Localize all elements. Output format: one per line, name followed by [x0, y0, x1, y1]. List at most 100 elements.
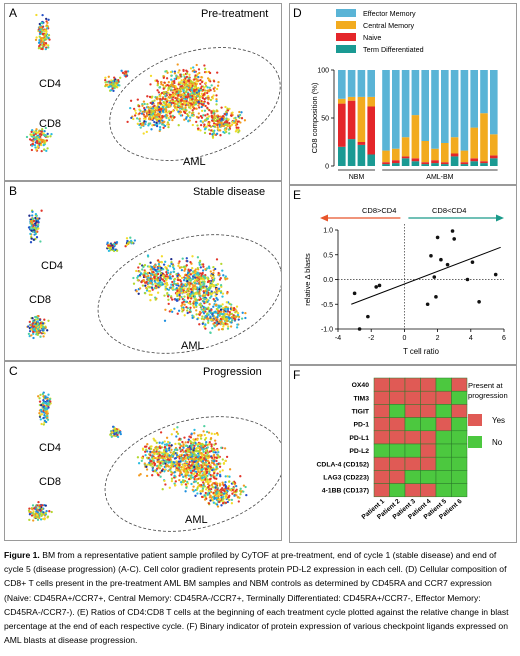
tsne-cell	[138, 119, 141, 123]
tsne-cell	[227, 316, 230, 319]
tsne-cell	[29, 232, 32, 236]
tsne-cell	[134, 109, 137, 112]
tsne-cell	[169, 456, 172, 459]
tsne-cell	[152, 461, 156, 464]
tsne-cell	[198, 450, 201, 453]
tsne-cell	[207, 313, 210, 316]
tsne-cell	[201, 315, 204, 318]
tsne-cell	[192, 449, 195, 452]
tsne-cell	[213, 472, 216, 475]
aml-ellipse	[104, 416, 281, 532]
tsne-cell	[138, 274, 142, 277]
tsne-cell	[201, 474, 204, 477]
tsne-cell	[151, 288, 154, 291]
tsne-cell	[121, 71, 125, 74]
tsne-cell	[211, 119, 214, 122]
x-axis-title-e: T cell ratio	[403, 347, 439, 356]
y-tick-label-d: 0	[325, 164, 329, 171]
tsne-cell	[196, 73, 199, 76]
tsne-cell	[207, 98, 210, 101]
tsne-cell	[175, 448, 178, 451]
tsne-cell	[235, 126, 238, 129]
tsne-cell	[203, 86, 206, 89]
tsne-cell	[38, 400, 42, 403]
tsne-cell	[197, 116, 200, 119]
tsne-cell	[30, 237, 33, 240]
tsne-cell	[135, 117, 139, 120]
tsne-cell	[153, 464, 156, 467]
tsne-cell	[32, 336, 35, 340]
tsne-cell	[165, 285, 168, 289]
tsne-cell	[213, 460, 216, 463]
trendline	[351, 246, 501, 305]
tsne-cell	[177, 309, 181, 312]
tsne-cell	[202, 478, 205, 482]
tsne-cell	[215, 456, 218, 460]
bar-segment	[367, 70, 375, 97]
tsne-cell	[212, 491, 215, 495]
tsne-cell	[146, 443, 149, 446]
tsne-cell	[41, 44, 44, 47]
tsne-cell	[183, 303, 186, 306]
tsne-cell	[172, 85, 176, 88]
tsne-cell	[186, 271, 190, 275]
tsne-cell	[186, 480, 189, 484]
tsne-cell	[27, 509, 31, 512]
tsne-cell	[39, 509, 42, 512]
tsne-cell	[38, 506, 41, 509]
tsne-cell	[181, 291, 184, 294]
tsne-cell	[145, 445, 148, 448]
legend-swatch	[336, 9, 356, 17]
panel-title-c: Progression	[203, 366, 262, 378]
tsne-cell	[211, 133, 214, 136]
arrow-left-label: CD8>CD4	[362, 206, 396, 215]
tsne-cell	[151, 266, 154, 269]
tsne-cell	[234, 116, 237, 120]
tsne-cell	[149, 261, 152, 264]
tsne-cell	[160, 80, 163, 84]
tsne-cell	[45, 149, 48, 153]
tsne-cell	[193, 471, 196, 475]
tsne-cell	[169, 286, 172, 289]
tsne-cell	[189, 302, 192, 306]
tsne-cell	[197, 104, 200, 107]
tsne-cell	[237, 131, 240, 134]
bar-segment	[382, 164, 390, 166]
tsne-cell	[167, 84, 170, 87]
tsne-cell	[48, 397, 52, 401]
tsne-cell	[126, 70, 130, 73]
heatmap-cell	[435, 390, 452, 405]
tsne-cell	[196, 434, 200, 437]
tsne-cell	[164, 98, 167, 101]
tsne-cell	[224, 105, 227, 109]
tsne-cell	[245, 493, 248, 497]
tsne-cell	[130, 116, 133, 120]
tsne-cell	[184, 490, 187, 493]
tsne-cell	[227, 118, 230, 121]
tsne-cell	[193, 457, 196, 461]
tsne-cell	[212, 305, 215, 308]
tsne-cell	[215, 324, 218, 327]
tsne-cell	[226, 121, 229, 124]
tsne-cell	[231, 488, 235, 492]
heatmap-cell	[389, 483, 406, 498]
tsne-cell	[182, 475, 185, 479]
tsne-cell	[183, 467, 186, 471]
tsne-cell	[152, 448, 156, 452]
tsne-cell	[219, 290, 223, 293]
tsne-cell	[183, 436, 186, 439]
tsne-cell	[45, 24, 48, 27]
tsne-cell	[194, 83, 198, 86]
tsne-cell	[168, 454, 171, 458]
tsne-cell	[189, 288, 193, 291]
tsne-cell	[202, 114, 205, 117]
tsne-cell	[152, 110, 156, 113]
tsne-cell	[212, 277, 215, 280]
tsne-cell	[175, 435, 178, 438]
panel-c: C Progression CD4 CD8 AML	[4, 361, 282, 541]
tsne-cell	[207, 489, 210, 493]
tsne-cell	[155, 117, 158, 120]
tsne-cell	[173, 104, 176, 107]
heatmap-cell	[404, 470, 421, 484]
